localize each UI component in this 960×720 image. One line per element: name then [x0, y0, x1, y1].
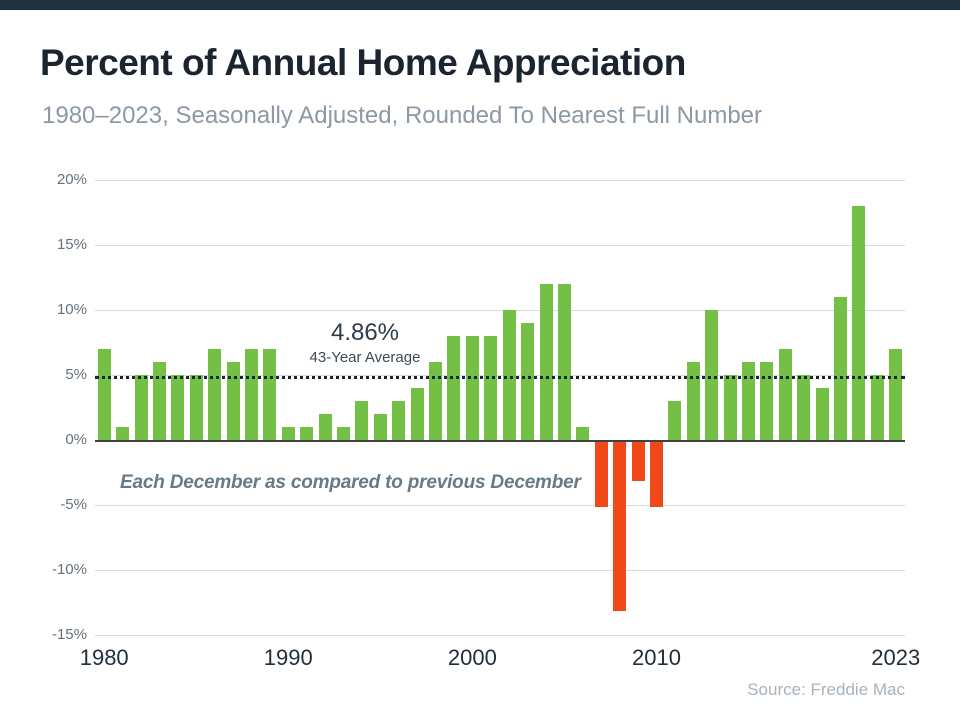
bar-1988 — [244, 349, 258, 440]
bar-2005 — [557, 284, 571, 440]
bar-2019 — [815, 388, 829, 440]
bar-2006 — [576, 427, 590, 440]
average-sublabel: 43-Year Average — [309, 349, 421, 366]
bar-1984 — [171, 375, 185, 440]
bar-1985 — [189, 375, 203, 440]
bar-2023 — [889, 349, 903, 440]
bar-2012 — [686, 362, 700, 440]
bar-1986 — [208, 349, 222, 440]
bar-2011 — [668, 401, 682, 440]
x-axis-labels: 1980 1990 2000 2010 2023 — [80, 645, 921, 675]
average-label: 4.86% 43-Year Average — [285, 319, 445, 366]
bar-2010 — [649, 442, 663, 507]
bar-2014 — [723, 375, 737, 440]
bar-1981 — [116, 427, 130, 440]
bar-1983 — [152, 362, 166, 440]
chart-subtitle: 1980–2023, Seasonally Adjusted, Rounded … — [42, 102, 763, 129]
bar-1993 — [337, 427, 351, 440]
bar-2000 — [465, 336, 479, 440]
bar-1994 — [355, 401, 369, 440]
y-tick-label--5: -5% — [60, 496, 87, 513]
y-tick-label-0: 0% — [65, 431, 87, 448]
gridline-5 — [95, 375, 905, 376]
gridline--5 — [95, 505, 905, 506]
bar-2020 — [834, 297, 848, 440]
y-tick-label-5: 5% — [65, 366, 87, 383]
x-tick-label-1990: 1990 — [263, 645, 313, 670]
gridline-10 — [95, 310, 905, 311]
bar-2022 — [870, 375, 884, 440]
y-tick-label-20: 20% — [56, 171, 87, 188]
x-tick-label-2000: 2000 — [447, 645, 497, 670]
bar-2017 — [778, 349, 792, 440]
bar-2009 — [631, 442, 645, 481]
x-tick-label-2023: 2023 — [871, 645, 921, 670]
y-tick-label--10: -10% — [51, 561, 87, 578]
bar-1989 — [263, 349, 277, 440]
top-accent-bar — [0, 0, 960, 10]
bar-2004 — [539, 284, 553, 440]
bar-2018 — [797, 375, 811, 440]
gridline--10 — [95, 570, 905, 571]
chart-annotation: Each December as compared to previous De… — [120, 472, 581, 493]
gridline--15 — [95, 635, 905, 636]
bar-2003 — [521, 323, 535, 440]
bar-1995 — [373, 414, 387, 440]
average-value: 4.86% — [330, 319, 400, 346]
bar-1996 — [392, 401, 406, 440]
bar-2016 — [760, 362, 774, 440]
bar-1997 — [410, 388, 424, 440]
bar-2013 — [705, 310, 719, 440]
bar-1998 — [429, 362, 443, 440]
x-tick-label-2010: 2010 — [631, 645, 681, 670]
bar-1999 — [447, 336, 461, 440]
bar-1982 — [134, 375, 148, 440]
source-credit: Source: Freddie Mac — [747, 680, 905, 699]
bar-2001 — [484, 336, 498, 440]
bar-2008 — [613, 442, 627, 611]
y-tick-label-15: 15% — [56, 236, 87, 253]
gridline-20 — [95, 180, 905, 181]
average-dotted-line — [95, 375, 905, 379]
bar-1990 — [281, 427, 295, 440]
bar-chart: 20% 15% 10% 5% 0% -5% -10% -15% 4.86% 43-Year A… — [52, 171, 920, 670]
bar-1992 — [318, 414, 332, 440]
bar-2007 — [594, 442, 608, 507]
chart-title: Percent of Annual Home Appreciation — [40, 42, 686, 83]
y-tick-label--15: -15% — [51, 626, 87, 643]
gridline-15 — [95, 245, 905, 246]
y-tick-label-10: 10% — [56, 301, 87, 318]
zero-axis-line — [95, 440, 905, 442]
bar-1991 — [300, 427, 314, 440]
bar-2021 — [852, 206, 866, 440]
bar-2015 — [742, 362, 756, 440]
bar-1980 — [97, 349, 111, 440]
x-tick-label-1980: 1980 — [79, 645, 129, 670]
bar-2002 — [502, 310, 516, 440]
bar-1987 — [226, 362, 240, 440]
